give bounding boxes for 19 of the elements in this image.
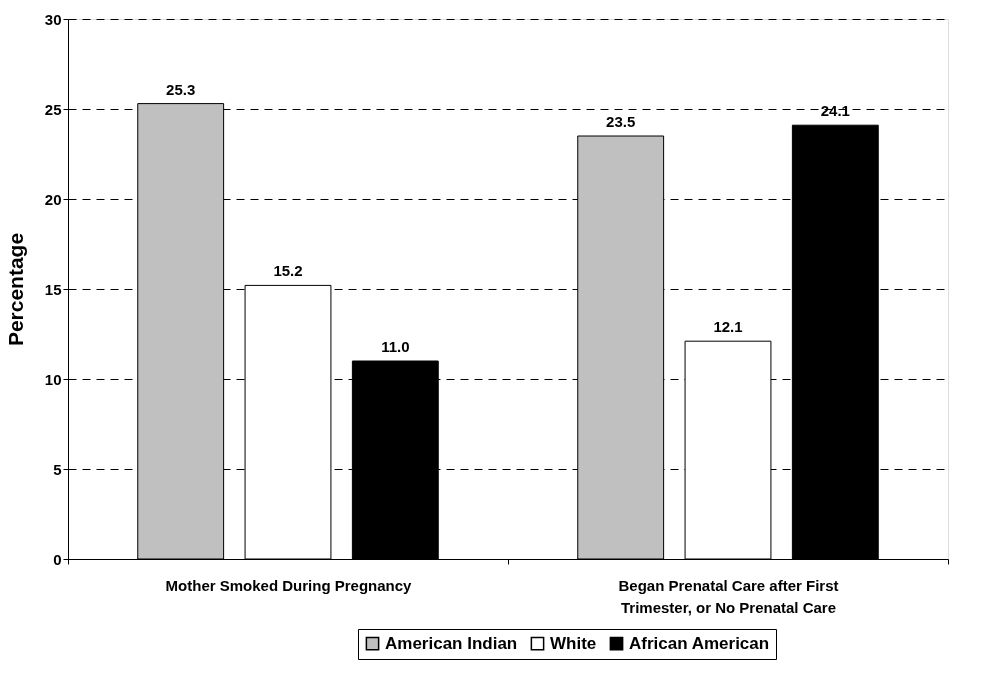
data-label: 25.3 — [166, 80, 196, 98]
y-tick-label: 5 — [53, 460, 62, 478]
x-tick-label: Began Prenatal Care after First Trimester, or No Prenatal Care — [618, 576, 839, 616]
y-tick-label: 15 — [44, 280, 62, 298]
y-axis-title: Percentage — [3, 232, 27, 347]
legend-label: African American — [629, 633, 770, 653]
x-tick-label: Mother Smoked During Pregnancy — [165, 576, 413, 594]
legend-label: American Indian — [385, 633, 518, 653]
y-tick-label: 30 — [44, 10, 62, 28]
data-label: 12.1 — [713, 318, 743, 336]
y-tick-label: 25 — [44, 100, 62, 118]
legend-label: White — [550, 633, 597, 653]
y-tick-label: 10 — [44, 370, 62, 388]
y-tick-label: 20 — [44, 190, 62, 208]
data-label: 24.1 — [820, 102, 850, 120]
y-tick-label: 0 — [53, 550, 62, 568]
data-label: 23.5 — [606, 113, 636, 130]
data-label: 11.0 — [381, 338, 410, 355]
data-label: 15.2 — [273, 262, 303, 280]
